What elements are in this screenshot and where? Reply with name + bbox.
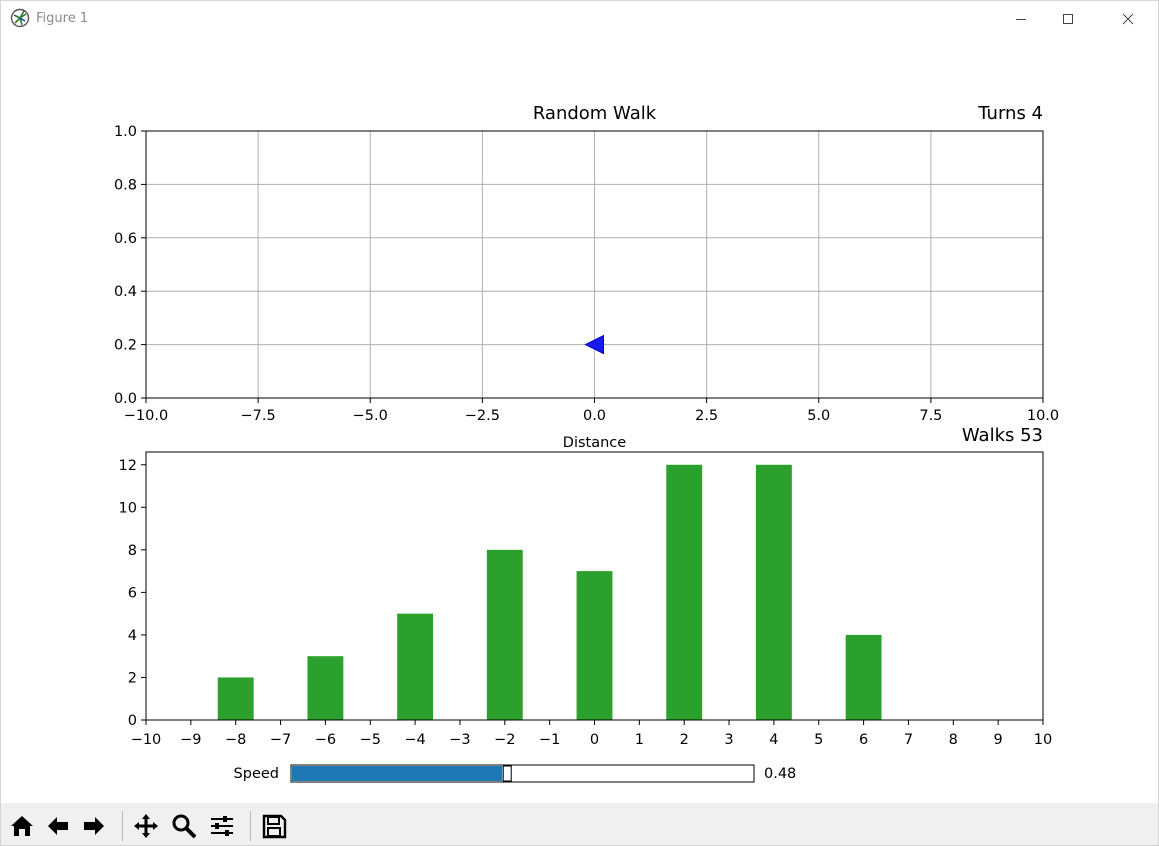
turns-label: Turns 4 xyxy=(977,103,1043,124)
minimize-button[interactable] xyxy=(998,1,1044,37)
zoom-icon xyxy=(172,814,197,839)
histogram-xtick-label: 9 xyxy=(994,732,1003,748)
configure-subplots-icon xyxy=(211,816,233,836)
histogram-ytick-label: 4 xyxy=(128,628,137,644)
configure-subplots-button[interactable] xyxy=(205,809,239,843)
histogram-xtick-label: 6 xyxy=(859,732,868,748)
top-xtick-label: −10.0 xyxy=(124,408,168,424)
speed-label: Speed xyxy=(234,766,279,782)
top-axes-title: Random Walk xyxy=(533,103,657,124)
histogram-ytick-label: 6 xyxy=(128,585,137,601)
pan-icon xyxy=(134,814,158,838)
top-xtick-label: 5.0 xyxy=(807,408,830,424)
walker-marker xyxy=(584,334,604,355)
histogram-ytick-label: 0 xyxy=(128,713,137,729)
maximize-icon xyxy=(1063,14,1073,24)
speed-value: 0.48 xyxy=(764,766,796,782)
save-button[interactable] xyxy=(257,809,291,843)
histogram-bar xyxy=(307,656,344,720)
histogram-xtick-label: 0 xyxy=(590,732,599,748)
top-xtick-label: 10.0 xyxy=(1027,408,1059,424)
speed-slider[interactable]: Speed 0.48 xyxy=(234,764,797,783)
zoom-button[interactable] xyxy=(167,809,201,843)
back-button[interactable] xyxy=(41,809,75,843)
navigation-toolbar xyxy=(1,803,1158,845)
top-xtick-label: −2.5 xyxy=(465,408,500,424)
close-button[interactable] xyxy=(1105,1,1151,37)
top-ytick-label: 1.0 xyxy=(114,124,137,140)
histogram-xtick-label: −7 xyxy=(270,732,291,748)
histogram-ytick-label: 8 xyxy=(128,543,137,559)
forward-icon xyxy=(84,817,104,835)
top-xlabel: Distance xyxy=(563,435,626,451)
histogram-xtick-label: 1 xyxy=(635,732,644,748)
histogram-bar xyxy=(755,464,792,720)
top-xtick-label: −7.5 xyxy=(241,408,276,424)
histogram-xtick-label: −8 xyxy=(225,732,246,748)
toolbar-separator xyxy=(250,811,251,841)
toolbar-separator xyxy=(122,811,123,841)
histogram-bar xyxy=(217,677,254,720)
histogram-bar xyxy=(397,613,434,720)
walks-label: Walks 53 xyxy=(962,425,1043,446)
histogram-xtick-label: −6 xyxy=(315,732,336,748)
top-ytick-label: 0.8 xyxy=(114,177,137,193)
top-ytick-label: 0.6 xyxy=(114,231,137,247)
figure-canvas: −10.0 −7.5 −5.0 −2.5 0.0 2.5 5.0 7.5 10.0 0.0 0.2 0… xyxy=(114,103,1059,783)
top-xtick-label: −5.0 xyxy=(353,408,388,424)
histogram-bars xyxy=(217,464,882,720)
histogram-xtick-label: 3 xyxy=(724,732,733,748)
speed-slider-fill xyxy=(292,766,503,781)
histogram-xtick-label: −1 xyxy=(539,732,560,748)
top-xtick-label: 2.5 xyxy=(695,408,718,424)
histogram-xtick-label: −9 xyxy=(180,732,201,748)
minimize-icon xyxy=(1016,19,1026,20)
top-ticks: −10.0 −7.5 −5.0 −2.5 0.0 2.5 5.0 7.5 10.0 0.0 0.2 0… xyxy=(114,124,1059,424)
window-title: Figure 1 xyxy=(36,11,89,26)
pan-button[interactable] xyxy=(129,809,163,843)
maximize-button[interactable] xyxy=(1045,1,1091,37)
histogram-xtick-label: −4 xyxy=(404,732,425,748)
top-ytick-label: 0.4 xyxy=(114,284,137,300)
histogram-xtick-label: −10 xyxy=(131,732,162,748)
histogram-bar xyxy=(486,549,523,720)
matplotlib-logo-icon xyxy=(10,8,30,28)
histogram-ytick-label: 12 xyxy=(119,458,137,474)
histogram-xtick-label: 4 xyxy=(769,732,778,748)
close-icon xyxy=(1122,13,1134,25)
histogram-ticks: −10 −9 −8 −7 −6 −5 −4 −3 −2 −1 0 1 2 3 4 5 6 7 8 9 100246810… xyxy=(119,458,1053,748)
forward-button[interactable] xyxy=(77,809,111,843)
home-button[interactable] xyxy=(5,809,39,843)
histogram-bar xyxy=(845,634,882,720)
top-xtick-label: 7.5 xyxy=(919,408,942,424)
top-grid xyxy=(145,130,1044,399)
histogram-ytick-label: 10 xyxy=(119,500,137,516)
save-icon xyxy=(262,814,287,839)
top-ytick-label: 0.2 xyxy=(114,338,137,354)
histogram-axes: −10 −9 −8 −7 −6 −5 −4 −3 −2 −1 0 1 2 3 4 5 6 7 8 9 100246810… xyxy=(119,425,1053,748)
histogram-bar xyxy=(576,571,613,720)
histogram-bar xyxy=(666,464,703,720)
histogram-xtick-label: 10 xyxy=(1034,732,1052,748)
histogram-xtick-label: −2 xyxy=(494,732,515,748)
histogram-xtick-label: 7 xyxy=(904,732,913,748)
random-walk-axes: −10.0 −7.5 −5.0 −2.5 0.0 2.5 5.0 7.5 10.0 0.0 0.2 0… xyxy=(114,103,1059,451)
histogram-xtick-label: −3 xyxy=(449,732,470,748)
histogram-ytick-label: 2 xyxy=(128,670,137,686)
top-xtick-label: 0.0 xyxy=(583,408,606,424)
top-ytick-label: 0.0 xyxy=(114,391,137,407)
histogram-xtick-label: 8 xyxy=(949,732,958,748)
histogram-xtick-label: −5 xyxy=(360,732,381,748)
speed-slider-handle[interactable] xyxy=(502,765,512,782)
histogram-xtick-label: 5 xyxy=(814,732,823,748)
home-icon xyxy=(11,816,33,836)
histogram-xtick-label: 2 xyxy=(680,732,689,748)
title-bar[interactable]: Figure 1 xyxy=(1,1,1158,37)
back-icon xyxy=(48,817,68,835)
